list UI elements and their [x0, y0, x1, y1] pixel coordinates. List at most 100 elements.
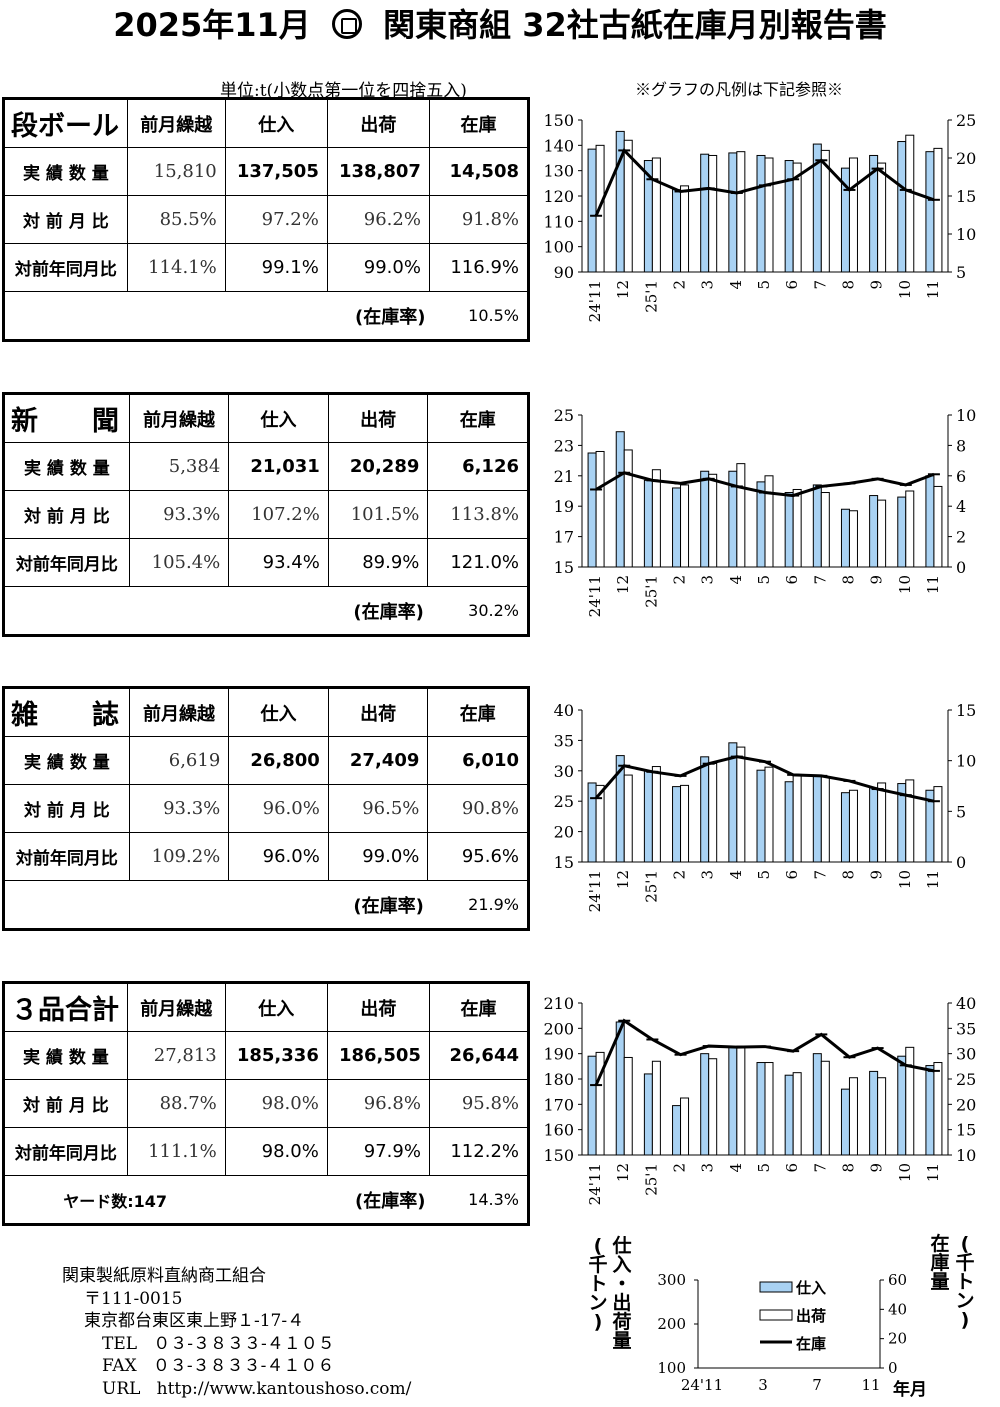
legend-x-tick-label: 7 — [812, 1376, 822, 1394]
table-cell: 26,800 — [228, 736, 329, 785]
right-tick-label: 10 — [956, 752, 976, 771]
row-label: 対 前 月 比 — [3, 490, 130, 539]
table-cell: 113.8% — [427, 490, 529, 539]
table-cell: 107.2% — [228, 490, 329, 539]
bar-shukka — [792, 773, 802, 863]
row-label: 対 前 月 比 — [3, 1079, 128, 1128]
chart-1: 15 17 19 21 23 25 0 2 4 6 8 10 24'11 12 25'1 2 3 4 5 6 7 8 9 10… — [540, 405, 1000, 640]
x-tick-label: 24'11 — [586, 1163, 604, 1205]
x-tick-label: 25'1 — [642, 280, 660, 313]
bar-shukka — [680, 185, 690, 273]
bar-shiire — [812, 775, 822, 863]
bar-shiire — [756, 1062, 766, 1156]
legend-right-label: 在庫量 — [930, 1233, 950, 1293]
bar-shukka — [848, 1077, 858, 1156]
bar-shukka — [736, 151, 746, 273]
chart-0: 90 100 110 120 130 140 150 5 10 15 20 25 24'11 12 25'1… — [540, 110, 1000, 345]
left-tick-label: 210 — [543, 994, 574, 1013]
left-tick-label: 110 — [543, 212, 574, 231]
left-tick-label: 150 — [543, 111, 574, 130]
legend-item-label: 出荷 — [796, 1307, 826, 1325]
right-tick-label: 40 — [956, 994, 976, 1013]
stock-rate-value: 14.3% — [429, 1175, 530, 1225]
bar-shiire — [840, 508, 850, 568]
table-cell: 96.2% — [326, 195, 430, 244]
x-tick-label: 10 — [896, 575, 914, 594]
bar-shiire — [840, 792, 850, 863]
bar-shiire — [756, 481, 766, 568]
bar-shukka — [680, 484, 690, 568]
bar-shiire — [700, 153, 710, 273]
x-tick-label: 10 — [896, 1163, 914, 1182]
bar-shukka — [680, 1097, 690, 1156]
table-cell: 15,810 — [126, 147, 226, 196]
legend-left-label: 仕入・出荷量 — [612, 1235, 632, 1352]
stock-rate-value: 10.5% — [429, 291, 530, 341]
right-tick-label: 20 — [956, 149, 976, 168]
x-tick-label: 25'1 — [642, 575, 660, 608]
x-tick-label: 8 — [839, 1163, 857, 1173]
bar-shukka — [848, 157, 858, 273]
table-cell: 88.7% — [126, 1079, 226, 1128]
x-tick-label: 6 — [783, 280, 801, 290]
table-cell: 99.1% — [224, 243, 328, 292]
column-header: 出荷 — [326, 982, 430, 1032]
x-tick-label: 10 — [896, 870, 914, 889]
left-tick-label: 120 — [543, 187, 574, 206]
table-cell: 138,807 — [326, 147, 430, 196]
bar-shukka — [651, 469, 661, 568]
bar-shukka — [680, 784, 690, 863]
bar-shukka — [708, 473, 718, 568]
x-tick-label: 4 — [727, 1163, 745, 1173]
column-header: 仕入 — [224, 98, 328, 148]
bar-shukka — [651, 1060, 661, 1156]
legend-right-tick-label: 20 — [888, 1330, 907, 1348]
x-tick-label: 11 — [924, 870, 942, 889]
section-name: ３品合計 — [3, 982, 128, 1032]
bar-shiire — [587, 452, 597, 568]
x-tick-label: 2 — [671, 575, 689, 585]
legend-x-tick-label: 24'11 — [681, 1376, 723, 1394]
right-tick-label: 0 — [956, 853, 966, 872]
bar-shukka — [623, 774, 633, 863]
bar-shiire — [587, 1055, 597, 1156]
legend-left-unit: (千トン) — [588, 1235, 608, 1333]
x-tick-label: 24'11 — [586, 575, 604, 617]
table-cell: 95.6% — [427, 832, 529, 881]
left-tick-label: 160 — [543, 1121, 574, 1140]
table-cell: 98.0% — [224, 1079, 328, 1128]
bar-shukka — [905, 490, 915, 568]
table-cell: 93.3% — [128, 784, 230, 833]
left-tick-label: 23 — [554, 436, 574, 455]
bar-shiire — [925, 1065, 935, 1156]
table-cell: 97.2% — [224, 195, 328, 244]
table-cell: 95.8% — [428, 1079, 530, 1128]
bar-shiire — [784, 492, 794, 568]
footer-org: 関東製紙原料直納商工組合 — [62, 1266, 266, 1286]
left-tick-label: 25 — [554, 406, 574, 425]
bar-shiire — [643, 1073, 653, 1156]
table-cell: 20,289 — [327, 442, 429, 491]
bar-shukka — [651, 766, 661, 863]
title-main: 関東商組 32社古紙在庫月別報告書 — [383, 6, 887, 44]
footer-url[interactable]: http://www.kantoushoso.com/ — [156, 1378, 412, 1399]
table-cell: 96.0% — [228, 784, 329, 833]
left-tick-label: 170 — [543, 1095, 574, 1114]
bar-shiire — [756, 769, 766, 863]
x-tick-label: 2 — [671, 870, 689, 880]
legend-right-tick-label: 60 — [888, 1271, 907, 1289]
table-cell: 27,813 — [126, 1031, 226, 1080]
bar-shiire — [840, 1088, 850, 1156]
stock-rate-value: 21.9% — [427, 880, 529, 930]
x-tick-label: 5 — [755, 870, 773, 880]
column-header: 在庫 — [428, 982, 530, 1032]
table-cell: 96.5% — [327, 784, 429, 833]
right-tick-label: 10 — [956, 406, 976, 425]
bar-shiire — [672, 487, 682, 568]
section-name: 新 聞 — [3, 393, 130, 443]
x-tick-label: 11 — [924, 280, 942, 299]
column-header: 前月繰越 — [126, 98, 226, 148]
bar-shiire — [784, 781, 794, 863]
table-cell: 98.0% — [224, 1127, 328, 1176]
x-tick-label: 25'1 — [642, 870, 660, 903]
